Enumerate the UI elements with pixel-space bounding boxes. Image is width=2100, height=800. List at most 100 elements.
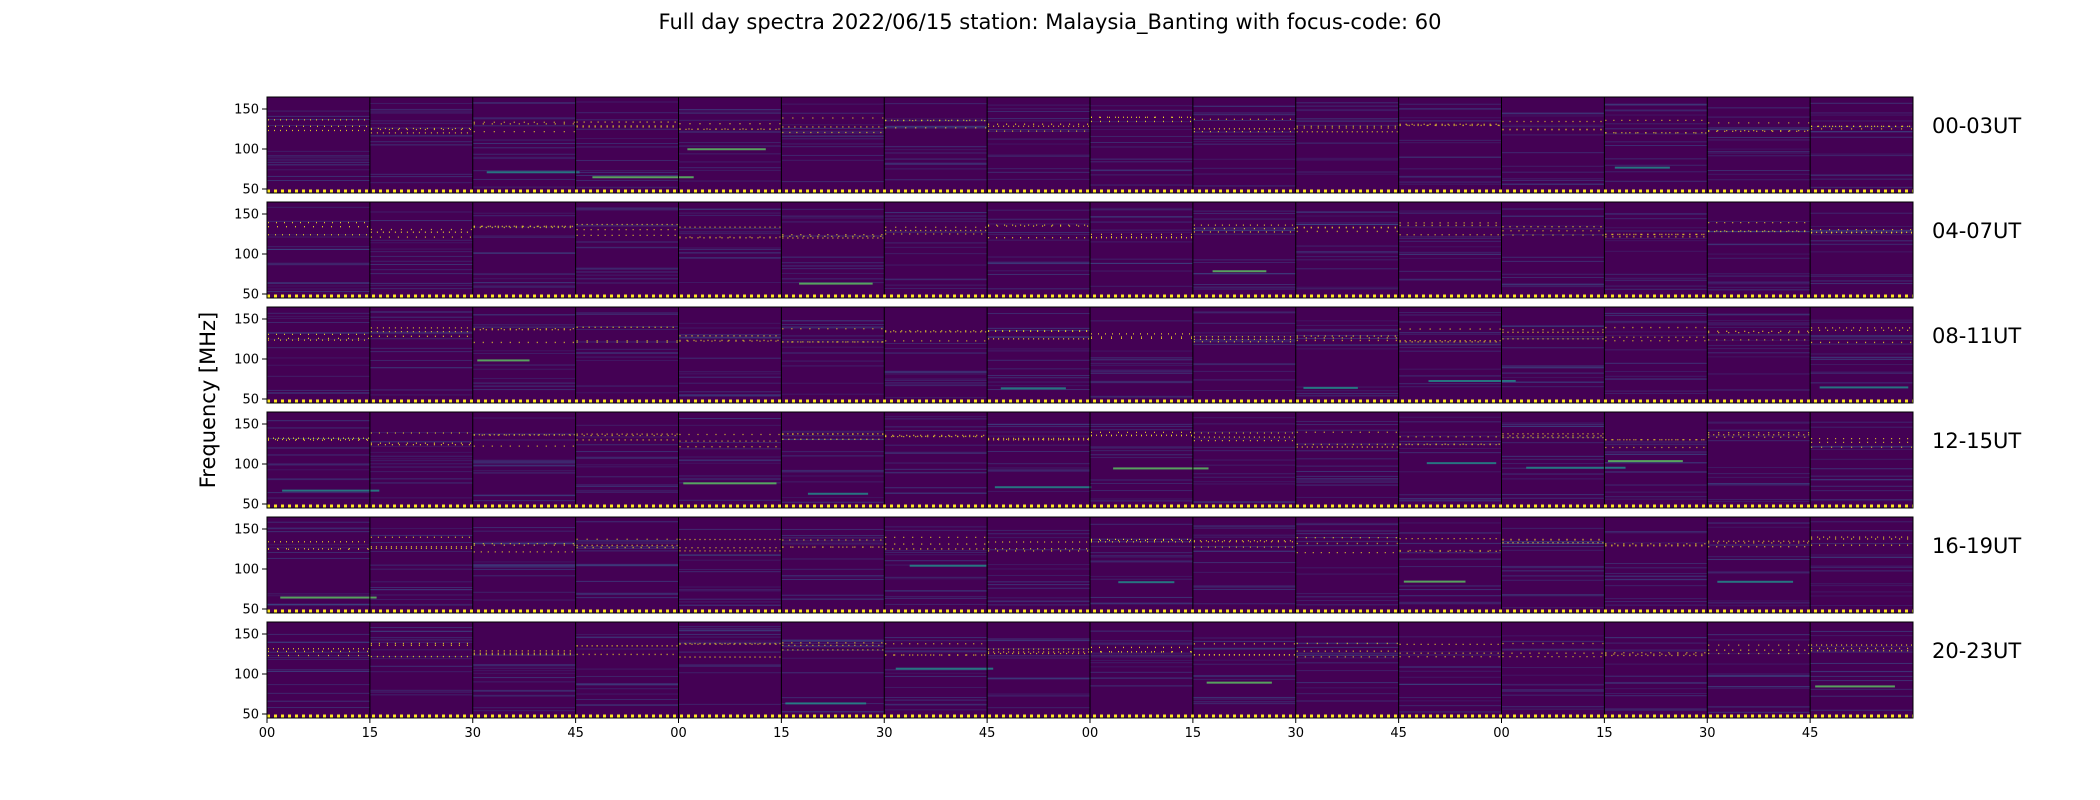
noise-band: [267, 375, 370, 377]
row-label-5: 20-23UT: [1932, 639, 2022, 663]
noise-band: [1192, 343, 1296, 345]
noise-band: [1398, 181, 1502, 183]
noise-band: [1707, 571, 1811, 573]
spectrum-panel: [1398, 97, 1502, 193]
noise-band: [1707, 711, 1811, 713]
noise-band: [472, 385, 576, 387]
noise-band: [1192, 273, 1296, 275]
noise-band: [1192, 322, 1296, 324]
noise-band: [1398, 347, 1502, 349]
noise-band: [369, 463, 473, 465]
noise-band: [1398, 236, 1502, 238]
noise-band: [267, 603, 370, 605]
noise-band: [1501, 442, 1605, 444]
noise-band: [678, 459, 782, 461]
noise-band: [678, 462, 782, 464]
noise-band: [1810, 675, 1913, 677]
noise-band: [987, 381, 1090, 383]
noise-band: [472, 439, 576, 441]
noise-band: [678, 604, 782, 606]
noise-band: [781, 360, 885, 362]
noise-band: [267, 164, 370, 166]
noise-band: [1398, 341, 1502, 343]
noise-band: [472, 377, 576, 379]
noise-band: [1090, 184, 1193, 186]
chart-title: Full day spectra 2022/06/15 station: Mal…: [658, 10, 1442, 34]
spectra-row-2: 50 100 150: [234, 306, 1914, 408]
noise-band: [1707, 281, 1811, 283]
noise-band: [1810, 186, 1913, 188]
noise-band: [678, 598, 782, 600]
spectrum-panel: [1192, 97, 1296, 193]
noise-band: [575, 128, 679, 130]
noise-band: [472, 495, 576, 497]
noise-band: [1707, 634, 1811, 636]
noise-band: [781, 535, 885, 537]
noise-band: [369, 471, 473, 473]
noise-band: [472, 139, 576, 141]
noise-band: [1192, 550, 1296, 552]
noise-band: [884, 590, 988, 592]
noise-band: [267, 641, 370, 643]
noise-band: [781, 324, 885, 326]
noise-band: [1192, 659, 1296, 661]
noise-band: [884, 118, 988, 120]
noise-band: [1707, 526, 1811, 528]
xtick-label: 00: [1493, 726, 1510, 741]
spectrum-panel: [1089, 202, 1193, 298]
spectrum-panel: [1192, 202, 1296, 298]
emission-line: [1000, 387, 1066, 390]
noise-band: [1192, 481, 1296, 483]
noise-band: [1707, 673, 1811, 675]
noise-band: [575, 186, 679, 188]
noise-band: [472, 591, 576, 593]
noise-band: [1398, 683, 1502, 685]
noise-band: [369, 564, 473, 566]
noise-band: [678, 233, 782, 235]
spectrum-panel: [678, 307, 782, 403]
noise-band: [1501, 606, 1605, 608]
noise-band: [1810, 153, 1913, 155]
noise-band: [987, 463, 1090, 465]
noise-band: [472, 285, 576, 287]
noise-band: [1604, 575, 1708, 577]
noise-band: [575, 637, 679, 639]
noise-band: [781, 143, 885, 145]
noise-band: [1604, 649, 1708, 651]
noise-band: [884, 396, 988, 398]
noise-band: [884, 168, 988, 170]
noise-band: [781, 235, 885, 237]
noise-band: [267, 700, 370, 702]
noise-band: [472, 102, 576, 104]
noise-band: [1090, 357, 1193, 359]
noise-band: [1192, 119, 1296, 121]
noise-band: [472, 226, 576, 228]
noise-band: [1295, 286, 1399, 288]
noise-band: [575, 137, 679, 139]
emission-line: [1206, 681, 1272, 684]
noise-band: [472, 459, 576, 461]
noise-band: [575, 119, 679, 121]
row-frame: [266, 96, 1914, 194]
spectrum-panel: [883, 622, 994, 718]
noise-band: [267, 175, 370, 177]
noise-band: [1295, 252, 1399, 254]
noise-band: [575, 668, 679, 670]
noise-band: [369, 527, 473, 529]
noise-band: [678, 394, 782, 396]
noise-band: [781, 221, 885, 223]
noise-band: [1090, 362, 1193, 364]
noise-band: [575, 704, 679, 706]
emission-line: [282, 489, 380, 492]
noise-band: [1398, 683, 1502, 685]
noise-band: [1398, 452, 1502, 454]
noise-band: [472, 142, 576, 144]
noise-band: [1810, 651, 1913, 653]
noise-band: [1604, 392, 1708, 394]
noise-band: [678, 109, 782, 111]
noise-band: [884, 651, 988, 653]
noise-band: [1810, 283, 1913, 285]
noise-band: [472, 282, 576, 284]
noise-band: [1295, 328, 1399, 330]
noise-band: [267, 479, 370, 481]
